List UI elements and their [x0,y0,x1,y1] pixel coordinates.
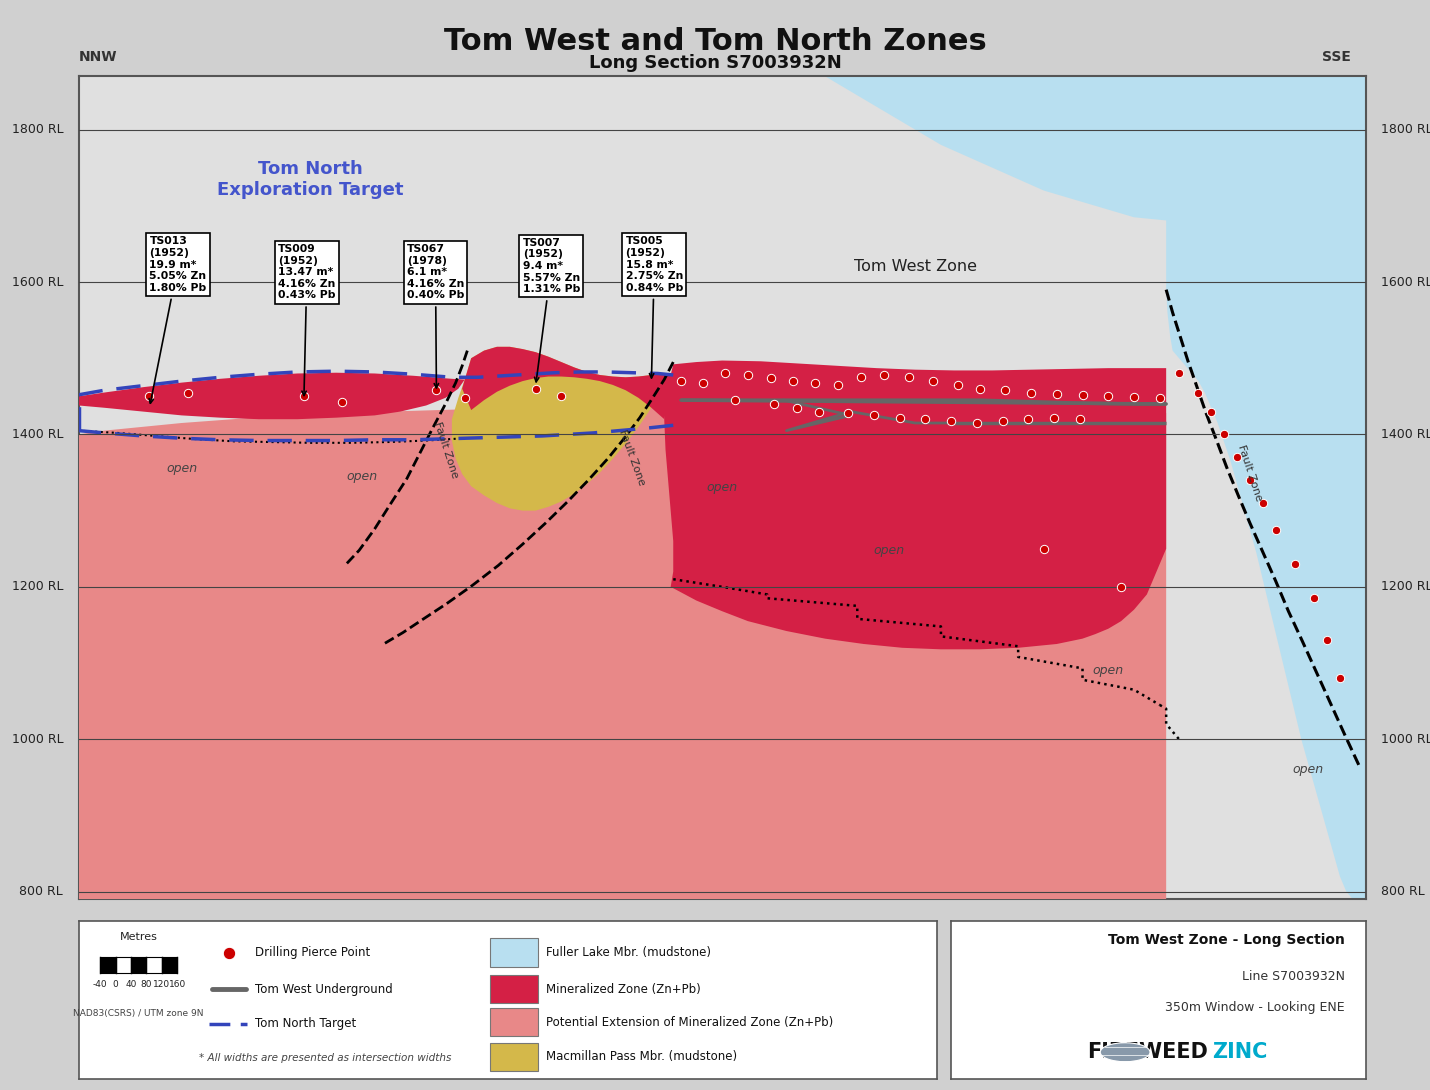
Text: FIREWEED: FIREWEED [1087,1042,1208,1063]
Bar [146,957,162,973]
Text: Potential Extension of Mineralized Zone (Zn+Pb): Potential Extension of Mineralized Zone … [546,1016,834,1029]
Text: Fault Zone: Fault Zone [618,428,646,486]
Text: Fault Zone: Fault Zone [432,420,459,480]
Bar [100,957,116,973]
Bar [490,1008,538,1037]
Bar [116,957,132,973]
Text: 1400 RL: 1400 RL [11,428,63,441]
Text: 1200 RL: 1200 RL [11,580,63,593]
Text: Long Section S7003932N: Long Section S7003932N [589,54,841,73]
Text: Tom North Target: Tom North Target [255,1017,356,1030]
Text: open: open [166,462,197,475]
Text: open: open [1293,763,1323,776]
Text: Line S7003932N: Line S7003932N [1241,970,1344,983]
Text: Fuller Lake Mbr. (mudstone): Fuller Lake Mbr. (mudstone) [546,946,711,959]
Text: 1000 RL: 1000 RL [11,732,63,746]
Bar [490,974,538,1003]
Text: 80: 80 [140,980,152,990]
Text: 40: 40 [126,980,137,990]
Text: -40: -40 [93,980,107,990]
Circle shape [1100,1043,1150,1062]
Text: 0: 0 [113,980,119,990]
Text: TS007
(1952)
9.4 m*
5.57% Zn
1.31% Pb: TS007 (1952) 9.4 m* 5.57% Zn 1.31% Pb [523,238,581,382]
Text: 1800 RL: 1800 RL [11,123,63,136]
Text: Tom North
Exploration Target: Tom North Exploration Target [217,160,403,198]
Polygon shape [664,361,1167,650]
Bar [490,1043,538,1071]
Text: Tom West and Tom North Zones: Tom West and Tom North Zones [443,27,987,57]
Polygon shape [452,347,674,510]
Text: Tom West Zone - Long Section: Tom West Zone - Long Section [1108,933,1344,947]
Text: Mineralized Zone (Zn+Pb): Mineralized Zone (Zn+Pb) [546,982,701,995]
Text: Macmillan Pass Mbr. (mudstone): Macmillan Pass Mbr. (mudstone) [546,1051,738,1064]
Text: NNW: NNW [79,50,117,64]
Polygon shape [79,359,470,420]
Bar [162,957,177,973]
Text: 1000 RL: 1000 RL [1381,732,1430,746]
Bar [132,957,146,973]
Text: TS005
(1952)
15.8 m*
2.75% Zn
0.84% Pb: TS005 (1952) 15.8 m* 2.75% Zn 0.84% Pb [626,237,684,378]
Text: 1400 RL: 1400 RL [1381,428,1430,441]
Text: Tom West Zone: Tom West Zone [854,259,977,275]
Text: Fault Zone: Fault Zone [1236,443,1264,502]
Text: NAD83(CSRS) / UTM zone 9N: NAD83(CSRS) / UTM zone 9N [73,1009,204,1018]
Text: * All widths are presented as intersection widths: * All widths are presented as intersecti… [199,1053,450,1064]
Text: 120: 120 [153,980,170,990]
Polygon shape [79,392,1167,899]
Text: TS013
(1952)
19.9 m*
5.05% Zn
1.80% Pb: TS013 (1952) 19.9 m* 5.05% Zn 1.80% Pb [149,237,207,403]
Text: Drilling Pierce Point: Drilling Pierce Point [255,946,370,959]
Text: 1600 RL: 1600 RL [1381,276,1430,289]
Bar [490,938,538,967]
Text: Tom West Underground: Tom West Underground [255,982,392,995]
Text: TS067
(1978)
6.1 m*
4.16% Zn
0.40% Pb: TS067 (1978) 6.1 m* 4.16% Zn 0.40% Pb [408,244,465,388]
Text: 800 RL: 800 RL [1381,885,1424,898]
Text: TS009
(1952)
13.47 m*
4.16% Zn
0.43% Pb: TS009 (1952) 13.47 m* 4.16% Zn 0.43% Pb [277,244,336,396]
Text: SSE: SSE [1323,50,1351,64]
Text: open: open [1093,664,1124,677]
Polygon shape [462,347,674,420]
Text: open: open [346,470,378,483]
Text: Metres: Metres [120,932,157,942]
Polygon shape [1167,76,1366,899]
Text: 1600 RL: 1600 RL [11,276,63,289]
Text: 1200 RL: 1200 RL [1381,580,1430,593]
Text: 800 RL: 800 RL [20,885,63,898]
Text: 1800 RL: 1800 RL [1381,123,1430,136]
Text: 350m Window - Looking ENE: 350m Window - Looking ENE [1165,1002,1344,1015]
Text: ZINC: ZINC [1213,1042,1267,1063]
Text: open: open [706,482,738,494]
Text: 160: 160 [169,980,186,990]
Text: open: open [874,544,905,557]
Polygon shape [825,76,1366,227]
